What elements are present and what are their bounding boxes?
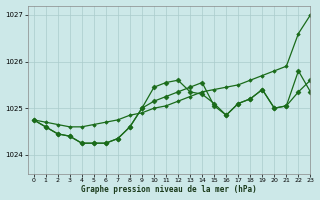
X-axis label: Graphe pression niveau de la mer (hPa): Graphe pression niveau de la mer (hPa) [81,185,257,194]
